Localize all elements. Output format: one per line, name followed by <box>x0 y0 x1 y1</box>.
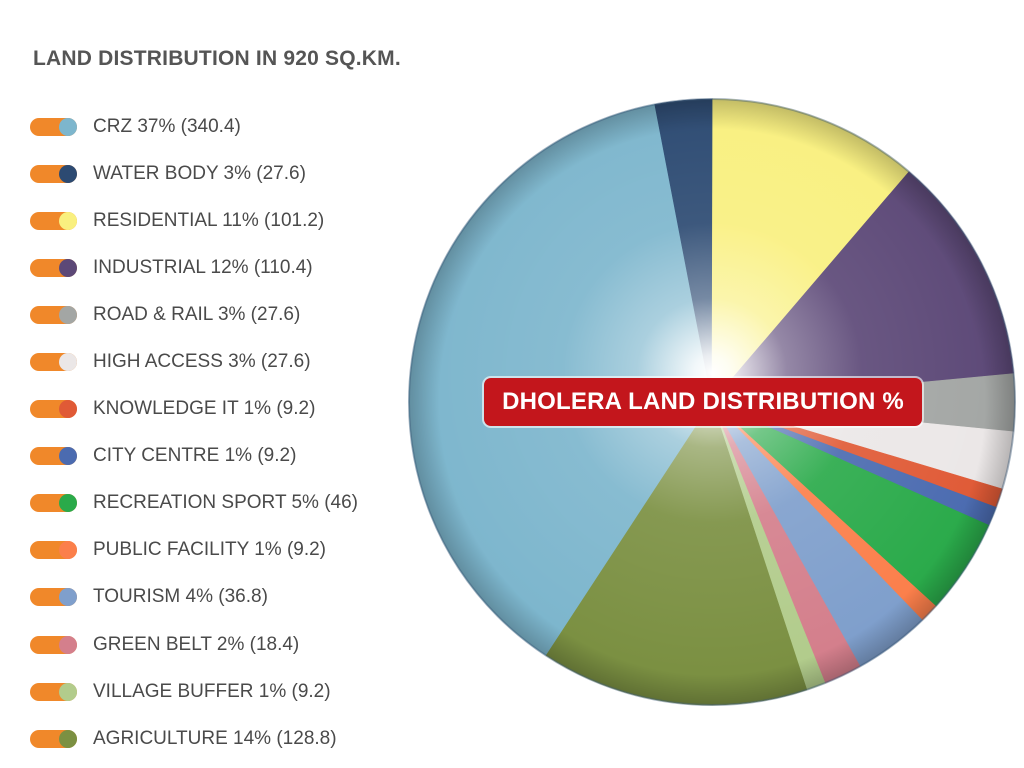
legend-color-dot <box>59 447 77 466</box>
legend-color-dot <box>59 211 77 230</box>
legend-color-dot <box>59 635 77 654</box>
legend-item: HIGH ACCESS 3% (27.6) <box>30 338 358 385</box>
legend-item: RESIDENTIAL 11% (101.2) <box>30 197 358 244</box>
legend-item: INDUSTRIAL 12% (110.4) <box>30 244 358 291</box>
pie-edge <box>408 98 1016 706</box>
legend-label: GREEN BELT 2% (18.4) <box>93 633 300 655</box>
legend-color-dot <box>59 588 77 607</box>
legend-label: RESIDENTIAL 11% (101.2) <box>93 209 325 231</box>
legend-toggle-icon <box>30 353 77 372</box>
chart-legend: CRZ 37% (340.4) WATER BODY 3% (27.6) RESID… <box>30 103 358 762</box>
legend-label: WATER BODY 3% (27.6) <box>93 162 306 184</box>
legend-item: WATER BODY 3% (27.6) <box>30 150 358 197</box>
legend-label: RECREATION SPORT 5% (46) <box>93 492 359 514</box>
legend-label: HIGH ACCESS 3% (27.6) <box>93 351 311 373</box>
legend-toggle-icon <box>30 729 77 748</box>
legend-color-dot <box>59 164 77 183</box>
legend-toggle-icon <box>30 400 77 419</box>
legend-color-dot <box>59 305 77 324</box>
legend-toggle-icon <box>30 211 77 230</box>
legend-item: CITY CENTRE 1% (9.2) <box>30 433 358 480</box>
legend-label: PUBLIC FACILITY 1% (9.2) <box>93 539 327 561</box>
legend-label: TOURISM 4% (36.8) <box>93 586 268 608</box>
legend-item: PUBLIC FACILITY 1% (9.2) <box>30 527 358 574</box>
legend-toggle-icon <box>30 258 77 277</box>
legend-toggle-icon <box>30 447 77 466</box>
legend-toggle-icon <box>30 635 77 654</box>
legend-item: GREEN BELT 2% (18.4) <box>30 621 358 668</box>
legend-label: ROAD & RAIL 3% (27.6) <box>93 303 301 325</box>
legend-toggle-icon <box>30 541 77 560</box>
legend-toggle-icon <box>30 682 77 701</box>
legend-toggle-icon <box>30 588 77 607</box>
legend-color-dot <box>59 494 77 513</box>
legend-label: AGRICULTURE 14% (128.8) <box>93 727 337 749</box>
legend-color-dot <box>59 541 77 560</box>
legend-item: VILLAGE BUFFER 1% (9.2) <box>30 668 358 715</box>
legend-item: CRZ 37% (340.4) <box>30 103 358 150</box>
legend-color-dot <box>59 353 77 372</box>
legend-color-dot <box>59 117 77 136</box>
legend-item: RECREATION SPORT 5% (46) <box>30 480 358 527</box>
legend-item: ROAD & RAIL 3% (27.6) <box>30 291 358 338</box>
legend-label: CITY CENTRE 1% (9.2) <box>93 445 297 467</box>
chart-title-badge: DHOLERA LAND DISTRIBUTION % <box>484 378 922 426</box>
legend-label: INDUSTRIAL 12% (110.4) <box>93 256 313 278</box>
legend-toggle-icon <box>30 305 77 324</box>
legend-item: TOURISM 4% (36.8) <box>30 574 358 621</box>
legend-color-dot <box>59 729 77 748</box>
legend-color-dot <box>59 258 77 277</box>
legend-toggle-icon <box>30 117 77 136</box>
legend-toggle-icon <box>30 164 77 183</box>
legend-label: KNOWLEDGE IT 1% (9.2) <box>93 398 316 420</box>
legend-label: VILLAGE BUFFER 1% (9.2) <box>93 680 331 702</box>
legend-toggle-icon <box>30 494 77 513</box>
legend-item: AGRICULTURE 14% (128.8) <box>30 715 358 762</box>
legend-label: CRZ 37% (340.4) <box>93 115 241 137</box>
legend-color-dot <box>59 682 77 701</box>
legend-item: KNOWLEDGE IT 1% (9.2) <box>30 386 358 433</box>
legend-color-dot <box>59 400 77 419</box>
page-title: LAND DISTRIBUTION IN 920 SQ.KM. <box>33 47 401 70</box>
